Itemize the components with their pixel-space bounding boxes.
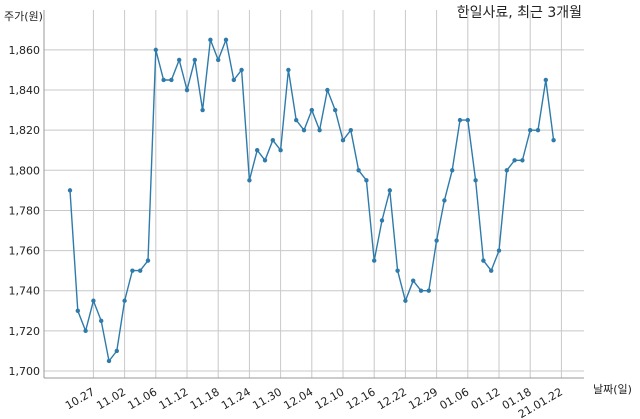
data-point — [426, 288, 431, 293]
data-point — [325, 87, 330, 93]
data-point — [333, 107, 338, 113]
data-point — [442, 198, 447, 203]
data-point — [473, 178, 478, 183]
data-point — [489, 268, 494, 273]
y-tick-label: 1,840 — [9, 84, 41, 97]
data-point — [457, 117, 463, 123]
data-point — [75, 308, 81, 313]
data-point — [481, 258, 486, 263]
data-point — [395, 268, 400, 273]
data-point — [387, 188, 392, 193]
data-point — [520, 158, 525, 163]
x-tick-labels: 10.2711.0211.0611.1211.1811.2411.3012.04… — [63, 385, 565, 419]
x-tick-label: 12.10 — [313, 385, 347, 412]
data-point — [317, 127, 322, 133]
data-point — [348, 127, 353, 133]
data-point — [255, 148, 260, 153]
data-point — [379, 218, 385, 223]
data-point — [262, 158, 268, 163]
data-point — [239, 67, 244, 73]
y-tick-label: 1,760 — [9, 245, 41, 258]
data-point — [161, 77, 166, 83]
data-point — [528, 127, 533, 133]
data-point — [231, 77, 236, 83]
data-point — [278, 148, 283, 153]
data-point — [270, 137, 275, 143]
data-point — [114, 348, 120, 354]
data-point — [434, 238, 439, 243]
data-point — [169, 77, 174, 83]
data-point — [364, 178, 369, 183]
data-point — [504, 168, 509, 173]
data-point — [294, 117, 299, 123]
data-point — [122, 298, 127, 303]
data-point — [411, 278, 416, 283]
data-point — [403, 298, 408, 303]
data-point — [99, 318, 104, 324]
data-point — [309, 107, 314, 113]
x-tick-label: 12.16 — [344, 385, 378, 412]
y-tick-label: 1,780 — [9, 204, 41, 217]
data-point — [286, 67, 291, 73]
data-point — [83, 328, 88, 334]
y-tick-label: 1,820 — [9, 124, 41, 137]
y-axis-label: 주가(원) — [4, 10, 43, 23]
data-point — [145, 258, 151, 263]
x-tick-label: 11.12 — [157, 385, 191, 412]
data-point — [153, 47, 158, 53]
data-point — [496, 248, 502, 253]
data-point — [551, 137, 556, 143]
data-point — [450, 168, 455, 173]
data-point — [91, 298, 96, 303]
x-tick-label: 01.12 — [469, 385, 503, 412]
data-point — [184, 87, 190, 93]
data-point — [208, 37, 213, 43]
data-point — [192, 57, 197, 63]
data-point — [106, 358, 112, 364]
x-tick-label: 11.30 — [250, 385, 284, 412]
data-point — [200, 107, 205, 113]
y-tick-label: 1,800 — [9, 164, 41, 177]
x-tick-label: 10.27 — [63, 385, 97, 412]
data-point — [223, 37, 229, 43]
data-point — [177, 57, 182, 63]
data-point — [465, 117, 470, 123]
data-point — [543, 77, 548, 83]
data-point — [512, 158, 517, 163]
y-tick-label: 1,700 — [9, 365, 41, 378]
x-tick-label: 12.22 — [375, 385, 409, 412]
data-point — [301, 127, 307, 133]
y-tick-label: 1,720 — [9, 325, 41, 338]
x-tick-label: 12.04 — [282, 385, 316, 412]
x-tick-label: 11.24 — [219, 385, 253, 412]
data-point — [418, 288, 424, 293]
x-tick-label: 11.02 — [94, 385, 128, 412]
x-tick-label: 01.06 — [438, 385, 472, 412]
data-point — [535, 127, 541, 133]
y-tick-labels: 1,700 1,720 1,740 1,760 1,780 1,800 1,820 1,840… — [9, 44, 41, 378]
series-points — [67, 37, 556, 364]
data-point — [130, 268, 135, 273]
x-tick-label: 11.18 — [188, 385, 222, 412]
data-point — [356, 168, 361, 173]
y-tick-label: 1,860 — [9, 44, 41, 57]
data-point — [247, 178, 252, 183]
axes — [43, 10, 584, 379]
x-axis-label: 날짜(일) — [593, 383, 632, 396]
data-point — [138, 268, 143, 273]
data-point — [340, 137, 346, 143]
x-tick-label: 12.29 — [406, 385, 440, 412]
x-tick-label: 11.06 — [126, 385, 160, 412]
data-point — [372, 258, 377, 263]
y-tick-label: 1,740 — [9, 285, 41, 298]
chart-title: 한일사료, 최근 3개월 — [456, 5, 582, 21]
data-point — [216, 57, 221, 63]
grid-lines — [44, 10, 584, 378]
data-point — [67, 188, 73, 193]
